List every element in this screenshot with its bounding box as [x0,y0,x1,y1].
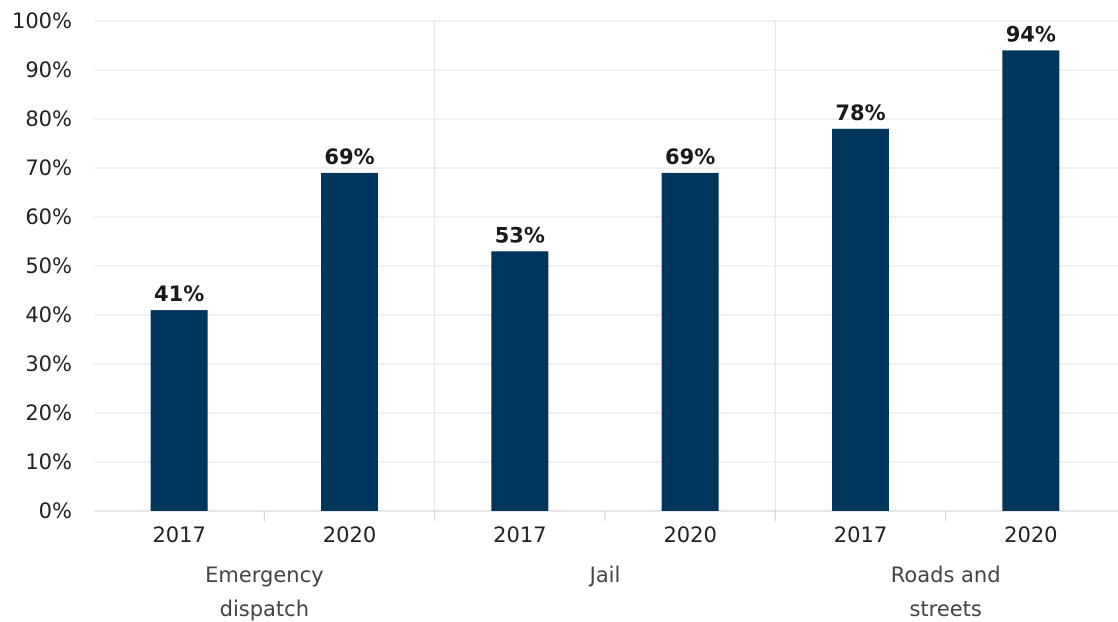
y-tick-label: 0% [39,499,72,523]
y-tick-label: 50% [25,254,72,278]
bars: 41% 69% 53% 69% 78% 94% [150,22,1060,512]
y-tick-label: 70% [25,156,72,180]
bar [1002,50,1060,512]
category-label: dispatch [220,597,309,621]
x-tick-label: 2020 [323,523,376,547]
y-tick-label: 10% [25,450,72,474]
y-tick-label: 80% [25,107,72,131]
data-label: 78% [835,101,885,125]
data-label: 69% [324,145,374,169]
bar [661,172,719,511]
y-tick-label: 30% [25,352,72,376]
category-label: Jail [588,563,621,587]
x-tick-label: 2017 [493,523,546,547]
x-tick-label: 2017 [152,523,205,547]
category-labels: Emergency dispatch Jail Roads and streets [205,563,1000,621]
category-label: streets [909,597,981,621]
y-tick-label: 100% [12,9,72,33]
gridlines [94,20,1118,521]
y-tick-label: 40% [25,303,72,327]
bar [832,128,889,512]
bar [321,172,378,511]
category-label: Roads and [891,563,1001,587]
data-label: 69% [665,145,715,169]
bar [150,310,208,511]
category-label: Emergency [205,563,323,587]
x-tick-label: 2020 [663,523,716,547]
y-axis-tick-labels: 0% 10% 20% 30% 40% 50% 60% 70% 80% 90% 100% [12,9,72,523]
y-tick-label: 60% [25,205,72,229]
x-tick-label: 2020 [1004,523,1057,547]
data-label: 41% [154,282,204,306]
x-tick-label: 2017 [834,523,887,547]
data-label: 53% [495,223,545,247]
y-tick-label: 90% [25,58,72,82]
data-label: 94% [1006,22,1056,46]
x-axis-tick-labels: 2017 2020 2017 2020 2017 2020 [152,523,1057,547]
bar [491,251,549,512]
y-tick-label: 20% [25,401,72,425]
